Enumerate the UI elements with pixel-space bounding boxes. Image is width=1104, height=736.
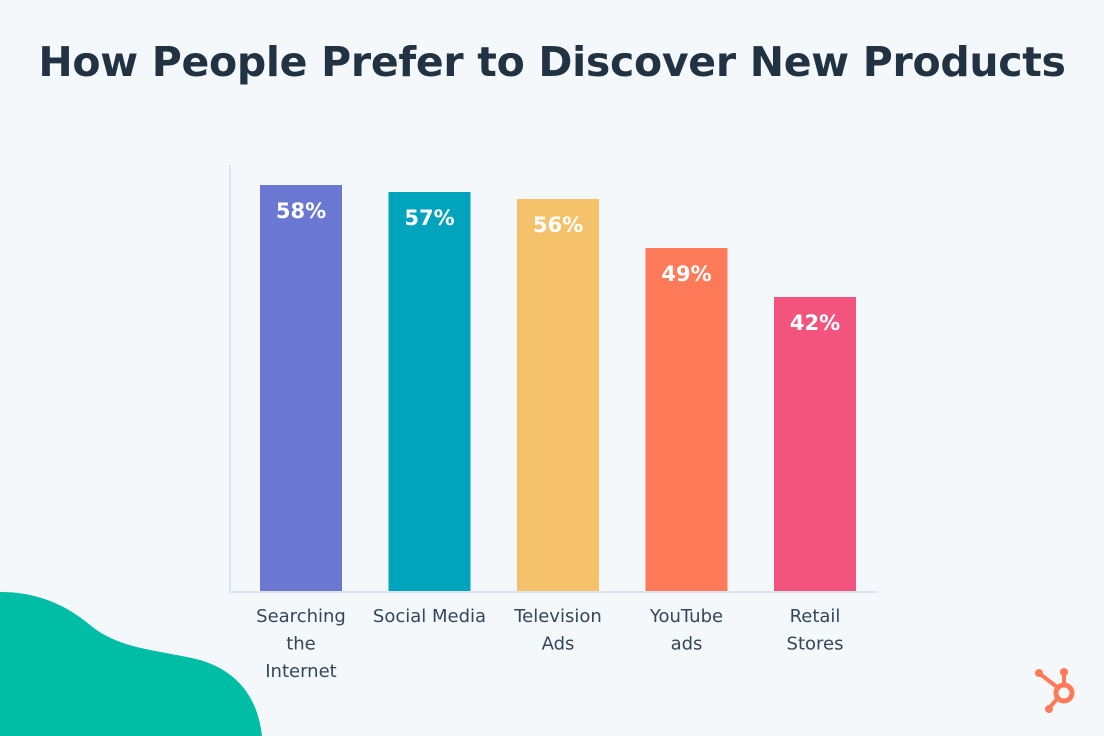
category-label-line: Retail (790, 606, 841, 627)
bar-4 (774, 297, 856, 591)
bar-0 (260, 185, 342, 591)
category-label-4: Retail Stores (787, 606, 844, 655)
bar-value-label-4: 42% (790, 311, 840, 335)
bar-value-label-2: 56% (533, 213, 583, 237)
logo-spoke-left (1038, 672, 1059, 689)
category-label-3: YouTube ads (649, 606, 723, 655)
category-label-line: YouTube (649, 606, 723, 627)
category-label-2: Television Ads (513, 606, 602, 655)
bar-3 (645, 248, 728, 591)
category-label-0: Searching the Internet (256, 606, 346, 682)
logo-dot-bottom (1045, 705, 1053, 713)
data-labels-group: 58% 57% 56% 49% 42% (276, 199, 840, 335)
bar-1 (388, 192, 471, 591)
logo-dot-left (1035, 669, 1043, 677)
category-label-line: Social Media (373, 606, 486, 627)
category-label-line: the (286, 634, 316, 655)
category-labels-group: Searching the Internet Social Media Televisi… (256, 606, 843, 682)
logo-dot-top (1060, 668, 1068, 676)
category-label-line: Stores (787, 634, 844, 655)
category-label-line: Searching (256, 606, 346, 627)
category-label-line: Ads (542, 634, 575, 655)
category-label-line: ads (671, 634, 703, 655)
category-label-line: Internet (265, 661, 336, 682)
category-label-1: Social Media (373, 606, 486, 627)
hubspot-sprocket-icon (1035, 668, 1075, 713)
bar-value-label-0: 58% (276, 199, 326, 223)
bars-group (260, 185, 856, 591)
category-label-line: Television (513, 606, 602, 627)
bar-2 (517, 199, 599, 591)
bar-value-label-3: 49% (661, 262, 711, 286)
chart-axes (229, 165, 878, 593)
teal-blob-shape (0, 592, 262, 736)
bar-value-label-1: 57% (404, 206, 454, 230)
chart-title: How People Prefer to Discover New Produc… (38, 38, 1066, 86)
